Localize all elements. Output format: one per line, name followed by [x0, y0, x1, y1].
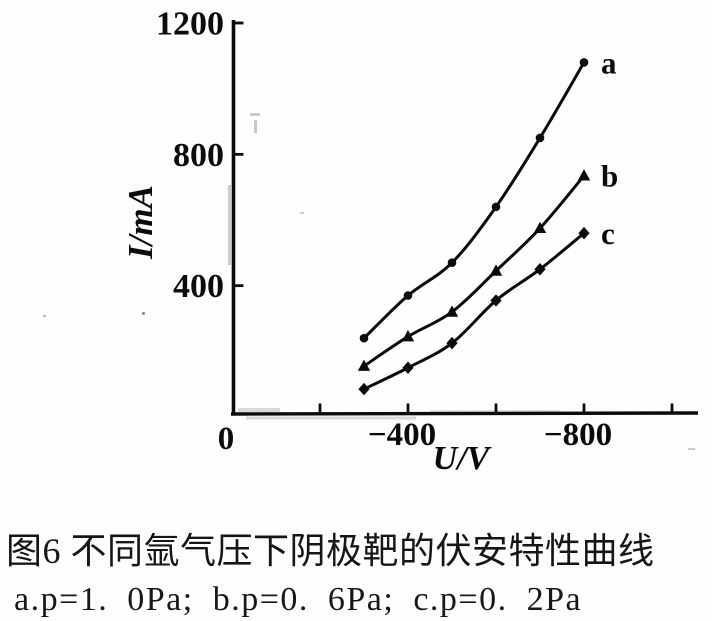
marker-c-3	[446, 336, 458, 350]
marker-b-4	[489, 264, 503, 276]
marker-a-2	[403, 291, 413, 300]
curve-b	[362, 174, 586, 368]
curve-a	[362, 60, 586, 340]
marker-c-1	[358, 382, 370, 396]
marker-b-3	[445, 305, 459, 317]
curve-label-b: b	[601, 159, 618, 194]
marker-c-5	[534, 263, 546, 276]
x-tick-label: 0	[218, 421, 235, 457]
marker-c-2	[402, 361, 414, 374]
marker-a-4	[491, 202, 501, 212]
curve-label-c: c	[601, 216, 615, 251]
marker-b-5	[533, 221, 547, 234]
scan-smear	[228, 185, 231, 265]
x-tick-label: −800	[544, 417, 612, 453]
marker-a-6	[579, 58, 589, 67]
x-axis-title: U/V	[433, 440, 492, 477]
marker-a-5	[535, 133, 545, 143]
y-tick-label: 1200	[156, 6, 224, 43]
marker-b-2	[401, 330, 415, 342]
y-axis-title: I/mA	[121, 185, 160, 260]
y-tick-label: 400	[173, 268, 224, 305]
marker-a-3	[447, 258, 457, 267]
iv-characteristic-chart: 0 −400 −800 400 800 1200 I/mA U/V a bc	[121, 6, 699, 477]
scan-smear	[246, 416, 416, 420]
marker-b-1	[357, 359, 371, 371]
y-tick-label: 800	[173, 137, 224, 174]
curve-label-a: a	[601, 45, 617, 80]
marker-c-4	[490, 294, 502, 307]
marker-c-6	[578, 226, 590, 240]
curve-c	[362, 231, 586, 391]
marker-b-6	[577, 169, 591, 181]
x-axis	[230, 411, 699, 416]
figure-caption-title: 图6 不同氩气压下阴极靶的伏安特性曲线	[6, 531, 655, 571]
marker-a-1	[359, 333, 369, 343]
scan-smear	[238, 408, 280, 412]
x-tick-label: −400	[368, 417, 436, 453]
figure-caption-legend: a.p=1. 0Pa; b.p=0. 6Pa; c.p=0. 2Pa	[14, 581, 583, 618]
